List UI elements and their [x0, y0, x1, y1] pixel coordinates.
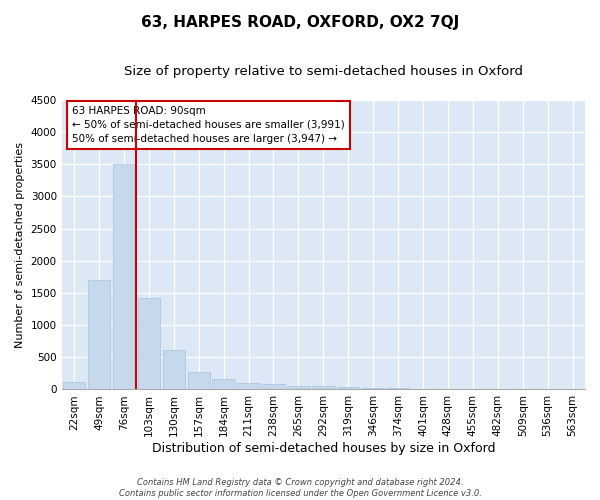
Bar [312, 386, 335, 390]
Text: 63, HARPES ROAD, OXFORD, OX2 7QJ: 63, HARPES ROAD, OXFORD, OX2 7QJ [141, 15, 459, 30]
Text: 63 HARPES ROAD: 90sqm
← 50% of semi-detached houses are smaller (3,991)
50% of s: 63 HARPES ROAD: 90sqm ← 50% of semi-deta… [72, 106, 345, 144]
Title: Size of property relative to semi-detached houses in Oxford: Size of property relative to semi-detach… [124, 65, 523, 78]
Bar [437, 389, 459, 390]
Bar [387, 388, 409, 390]
Bar [163, 350, 185, 390]
Y-axis label: Number of semi-detached properties: Number of semi-detached properties [15, 142, 25, 348]
Bar [337, 387, 359, 390]
Bar [137, 298, 160, 390]
Bar [362, 388, 385, 390]
Bar [412, 388, 434, 390]
Bar [113, 164, 135, 390]
Bar [262, 384, 285, 390]
Bar [88, 280, 110, 390]
Bar [238, 383, 260, 390]
Bar [188, 372, 210, 390]
Bar [287, 386, 310, 390]
Bar [212, 380, 235, 390]
Bar [63, 382, 85, 390]
X-axis label: Distribution of semi-detached houses by size in Oxford: Distribution of semi-detached houses by … [152, 442, 495, 455]
Text: Contains HM Land Registry data © Crown copyright and database right 2024.
Contai: Contains HM Land Registry data © Crown c… [119, 478, 481, 498]
